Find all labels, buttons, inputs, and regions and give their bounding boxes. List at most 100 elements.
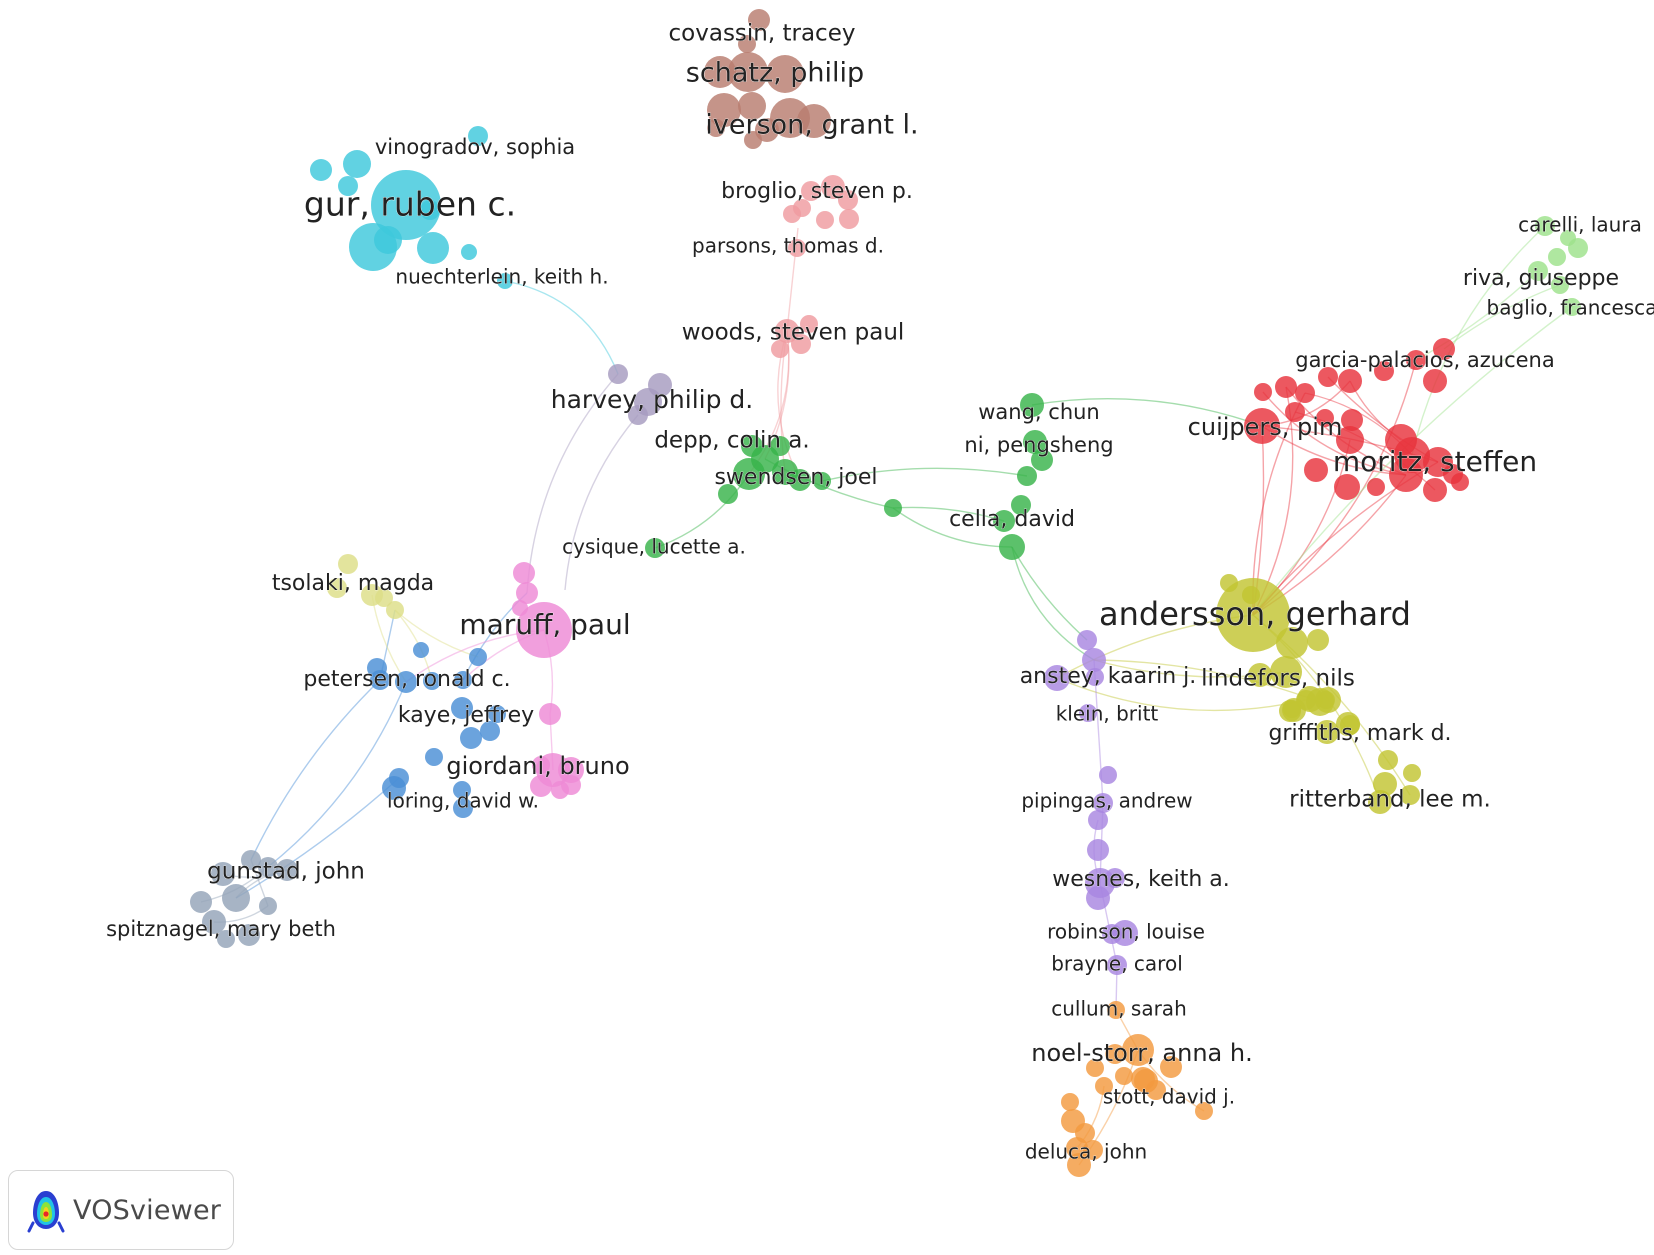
node-cyan[interactable]: [371, 170, 441, 240]
node-blue[interactable]: [469, 648, 487, 666]
node-brown[interactable]: [728, 52, 768, 92]
node-lightgreen[interactable]: [1535, 216, 1555, 236]
node-green[interactable]: [1011, 495, 1031, 515]
node-purple[interactable]: [1087, 839, 1109, 861]
node-salmon[interactable]: [783, 205, 801, 223]
node-salmon[interactable]: [821, 175, 845, 199]
author-label[interactable]: nuechterlein, keith h.: [395, 264, 609, 289]
node-pink[interactable]: [530, 775, 552, 797]
author-label[interactable]: gur, ruben c.: [304, 184, 517, 224]
node-red[interactable]: [1244, 408, 1280, 444]
author-label[interactable]: cullum, sarah: [1051, 996, 1187, 1021]
node-paleyellow[interactable]: [386, 601, 404, 619]
node-brown[interactable]: [766, 55, 804, 93]
node-red[interactable]: [1295, 383, 1315, 403]
author-label[interactable]: garcia-palacios, azucena: [1295, 348, 1555, 373]
author-label[interactable]: cella, david: [949, 507, 1075, 533]
node-blue[interactable]: [423, 672, 441, 690]
author-label[interactable]: parsons, thomas d.: [692, 233, 885, 258]
node-slate[interactable]: [190, 891, 212, 913]
node-blue[interactable]: [395, 671, 417, 693]
node-cyan[interactable]: [374, 226, 402, 254]
node-lightgreen[interactable]: [1551, 276, 1569, 294]
node-green[interactable]: [1020, 393, 1044, 417]
author-label[interactable]: loring, david w.: [387, 788, 540, 813]
author-label[interactable]: deluca, john: [1025, 1139, 1148, 1164]
author-label[interactable]: tsolaki, magda: [272, 571, 435, 597]
author-label[interactable]: giordani, bruno: [446, 752, 630, 781]
node-orange[interactable]: [1115, 1067, 1133, 1085]
node-orange[interactable]: [1095, 1077, 1113, 1095]
node-slate[interactable]: [202, 910, 226, 934]
node-brown[interactable]: [707, 119, 725, 137]
node-pink[interactable]: [539, 703, 561, 725]
node-red[interactable]: [1385, 424, 1417, 456]
node-red[interactable]: [1423, 369, 1447, 393]
node-yellow[interactable]: [1315, 720, 1339, 744]
vosviewer-badge[interactable]: VOSviewer: [8, 1170, 234, 1250]
author-label[interactable]: ritterband, lee m.: [1289, 786, 1491, 813]
node-red[interactable]: [1406, 350, 1426, 370]
author-label[interactable]: anstey, kaarin j.: [1019, 664, 1197, 690]
author-label[interactable]: lindefors, nils: [1201, 665, 1355, 692]
node-cyan[interactable]: [417, 232, 449, 264]
node-lavender[interactable]: [628, 405, 648, 425]
author-label[interactable]: andersson, gerhard: [1099, 595, 1412, 634]
node-brown[interactable]: [797, 104, 831, 138]
node-yellow[interactable]: [1317, 691, 1335, 709]
author-label[interactable]: wang, chun: [978, 400, 1100, 425]
node-green[interactable]: [645, 538, 665, 558]
node-red[interactable]: [1374, 361, 1394, 381]
node-paleyellow[interactable]: [375, 589, 393, 607]
node-slate[interactable]: [241, 850, 261, 870]
node-pink[interactable]: [532, 756, 550, 774]
author-label[interactable]: vinogradov, sophia: [375, 135, 576, 160]
author-label[interactable]: petersen, ronald c.: [303, 667, 511, 693]
node-orange[interactable]: [1107, 1001, 1125, 1019]
node-purple[interactable]: [1079, 704, 1097, 722]
node-blue[interactable]: [425, 748, 443, 766]
author-label[interactable]: gunstad, john: [207, 858, 365, 885]
node-salmon[interactable]: [800, 315, 818, 333]
node-purple[interactable]: [1086, 886, 1110, 910]
node-blue[interactable]: [488, 705, 506, 723]
node-blue[interactable]: [451, 697, 473, 719]
node-slate[interactable]: [238, 924, 260, 946]
node-lightgreen[interactable]: [1528, 261, 1548, 281]
author-label[interactable]: covassin, tracey: [668, 20, 856, 47]
node-cyan[interactable]: [310, 159, 332, 181]
node-yellow[interactable]: [1378, 750, 1398, 770]
node-orange[interactable]: [1160, 1056, 1182, 1078]
node-blue[interactable]: [453, 781, 471, 799]
node-red[interactable]: [1433, 338, 1455, 360]
node-red[interactable]: [1334, 474, 1360, 500]
node-yellow[interactable]: [1373, 772, 1397, 796]
author-label[interactable]: maruff, paul: [459, 608, 631, 642]
author-label[interactable]: ni, pengsheng: [964, 433, 1114, 458]
node-green[interactable]: [813, 472, 831, 490]
author-label[interactable]: robinson, louise: [1047, 919, 1205, 944]
node-orange[interactable]: [1075, 1123, 1095, 1143]
node-yellow[interactable]: [1368, 790, 1392, 814]
node-green[interactable]: [1017, 466, 1037, 486]
node-red[interactable]: [1285, 402, 1305, 422]
node-red[interactable]: [1389, 458, 1423, 492]
node-yellow[interactable]: [1248, 663, 1272, 687]
node-red[interactable]: [1318, 367, 1338, 387]
node-yellow[interactable]: [1403, 764, 1421, 782]
node-red[interactable]: [1304, 458, 1328, 482]
node-purple[interactable]: [1088, 810, 1108, 830]
node-purple[interactable]: [1105, 868, 1125, 888]
node-blue[interactable]: [453, 798, 473, 818]
node-salmon[interactable]: [771, 340, 789, 358]
node-blue[interactable]: [389, 768, 409, 788]
node-red[interactable]: [1367, 478, 1385, 496]
node-pink[interactable]: [558, 757, 584, 783]
node-red[interactable]: [1341, 409, 1363, 431]
node-pink[interactable]: [516, 602, 572, 658]
node-orange[interactable]: [1067, 1153, 1091, 1177]
author-label[interactable]: brayne, carol: [1051, 951, 1183, 976]
node-salmon[interactable]: [816, 211, 834, 229]
node-yellow[interactable]: [1220, 574, 1238, 592]
node-cyan[interactable]: [420, 200, 440, 220]
